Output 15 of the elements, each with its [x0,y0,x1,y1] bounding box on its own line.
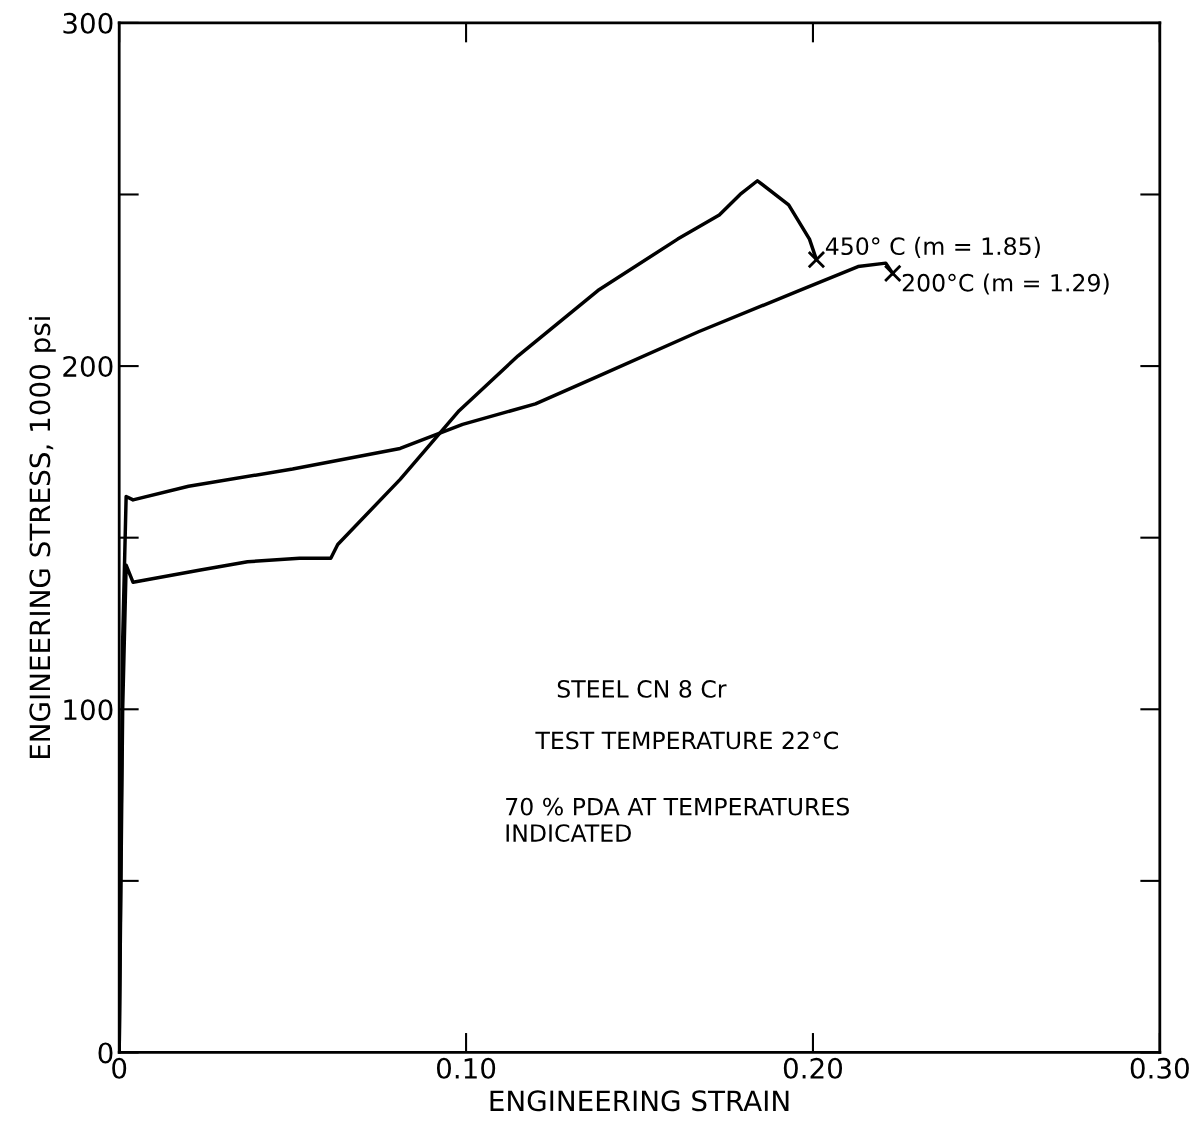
annotation: STEEL CN 8 Cr [557,679,727,698]
annotation: 200°C (m = 1.29) [902,273,1109,295]
y-tick-label: 300 [63,12,113,34]
annotation: 70 % PDA AT TEMPERATURES INDICATED [506,797,849,842]
y-tick-label: 0 [98,1042,113,1064]
x-tick-label: 0.30 [1130,1057,1189,1079]
annotation: 450° C (m = 1.85) [825,236,1040,258]
x-axis-title: ENGINEERING STRAIN [490,1090,789,1112]
x-tick-label: 0.10 [436,1057,496,1079]
annotation: TEST TEMPERATURE 22°C [535,731,838,750]
y-tick-label: 200 [63,356,113,378]
y-axis-title: ENGINEERING STRESS, 1000 psi [28,317,56,759]
y-tick-label: 100 [64,699,113,721]
x-tick-label: 0.20 [783,1057,843,1079]
x-tick-label: 0 [112,1057,127,1079]
